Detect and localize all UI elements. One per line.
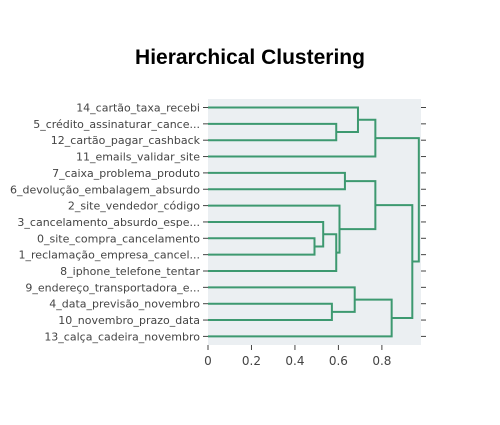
leaf-label: 13_calça_cadeira_novembro [44,330,200,343]
leaf-label: 12_cartão_pagar_cashback [51,134,201,147]
leaf-label: 0_site_compra_cancelamento [37,232,200,245]
x-tick-label: 0 [204,354,212,368]
leaf-label: 9_endereço_transportadora_e... [25,281,200,294]
dendrogram-link [208,286,356,313]
leaf-label: 7_caixa_problema_produto [52,167,200,180]
leaf-label: 8_iphone_telefone_tentar [60,265,200,278]
x-tick-label: 0.8 [372,354,391,368]
leaf-label: 14_cartão_taxa_recebi [76,102,200,115]
distance-axis: 0 0.2 0.4 0.6 0.8 [204,345,391,368]
leaf-label: 10_novembro_prazo_data [58,314,200,327]
leaf-label: 4_data_previsão_novembro [49,298,200,311]
leaf-label: 3_cancelamento_absurdo_espe... [17,216,200,229]
dendrogram-link [375,204,414,320]
leaf-label: 2_site_vendedor_código [68,200,200,213]
leaf-label: 11_emails_validar_site [76,151,200,164]
dendrogram-link [208,106,359,134]
dendrogram-links [208,106,420,338]
dendrogram-link [375,137,420,263]
leaf-label: 1_reclamação_empresa_cancel... [19,249,200,262]
leaf-label: 6_devolução_embalagem_absurdo [10,183,200,196]
dendrogram-link [339,180,377,231]
dendrogram-link [208,298,393,338]
x-tick-label: 0.4 [285,354,304,368]
leaf-axis: 14_cartão_taxa_recebi 5_crédito_assinatur… [10,102,208,343]
x-tick-label: 0.6 [329,354,348,368]
chart-title: Hierarchical Clustering [135,46,365,69]
dendrogram-link [208,118,377,158]
leaf-label: 5_crédito_assinaturar_cance... [33,118,200,131]
x-tick-label: 0.2 [242,354,261,368]
right-tick-marks [421,107,426,337]
